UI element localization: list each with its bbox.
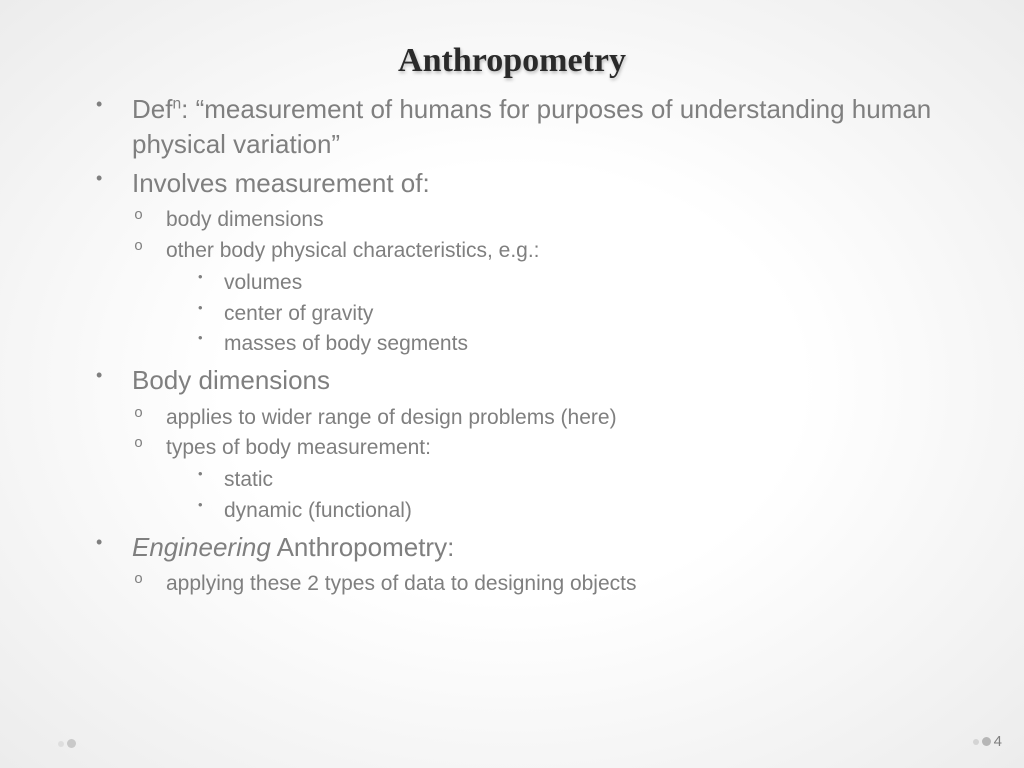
- involves-sublist: body dimensions other body physical char…: [132, 205, 944, 359]
- body-dim-sublist: applies to wider range of design problem…: [132, 403, 944, 527]
- sub-other-characteristics: other body physical characteristics, e.g…: [132, 236, 944, 360]
- page-number: 4: [973, 733, 1002, 750]
- dot-icon: [58, 741, 64, 747]
- engineering-em: Engineering: [132, 532, 271, 562]
- bullet-involves: Involves measurement of: body dimensions…: [80, 166, 944, 359]
- engineering-rest: Anthropometry:: [271, 532, 455, 562]
- sub-applies: applies to wider range of design problem…: [132, 403, 944, 433]
- slide-title: Anthropometry: [80, 42, 944, 80]
- bullet-engineering: Engineering Anthropometry: applying thes…: [80, 530, 944, 600]
- page-number-text: 4: [994, 733, 1002, 750]
- def-prefix: Def: [132, 94, 172, 124]
- dot-icon: [973, 739, 979, 745]
- other-char-text: other body physical characteristics, e.g…: [166, 239, 540, 262]
- bullet-list: Defn: “measurement of humans for purpose…: [80, 92, 944, 600]
- decorative-dots-icon: [58, 739, 76, 748]
- item-volumes: volumes: [166, 268, 944, 298]
- involves-text: Involves measurement of:: [132, 168, 430, 198]
- item-masses: masses of body segments: [166, 329, 944, 359]
- def-text: : “measurement of humans for purposes of…: [132, 94, 931, 159]
- types-text: types of body measurement:: [166, 436, 431, 459]
- sub-applying: applying these 2 types of data to design…: [132, 569, 944, 599]
- characteristics-sublist: volumes center of gravity masses of body…: [166, 268, 944, 359]
- slide-content: Defn: “measurement of humans for purpose…: [80, 92, 944, 600]
- dot-icon: [67, 739, 76, 748]
- types-sublist: static dynamic (functional): [166, 465, 944, 526]
- engineering-sublist: applying these 2 types of data to design…: [132, 569, 944, 599]
- item-static: static: [166, 465, 944, 495]
- bullet-def: Defn: “measurement of humans for purpose…: [80, 92, 944, 162]
- sub-body-dimensions: body dimensions: [132, 205, 944, 235]
- item-dynamic: dynamic (functional): [166, 496, 944, 526]
- item-center-gravity: center of gravity: [166, 299, 944, 329]
- body-dim-text: Body dimensions: [132, 365, 330, 395]
- dot-icon: [982, 737, 991, 746]
- def-superscript: n: [172, 95, 181, 112]
- sub-types-measurement: types of body measurement: static dynami…: [132, 433, 944, 526]
- bullet-body-dimensions: Body dimensions applies to wider range o…: [80, 363, 944, 526]
- slide: Anthropometry Defn: “measurement of huma…: [0, 0, 1024, 768]
